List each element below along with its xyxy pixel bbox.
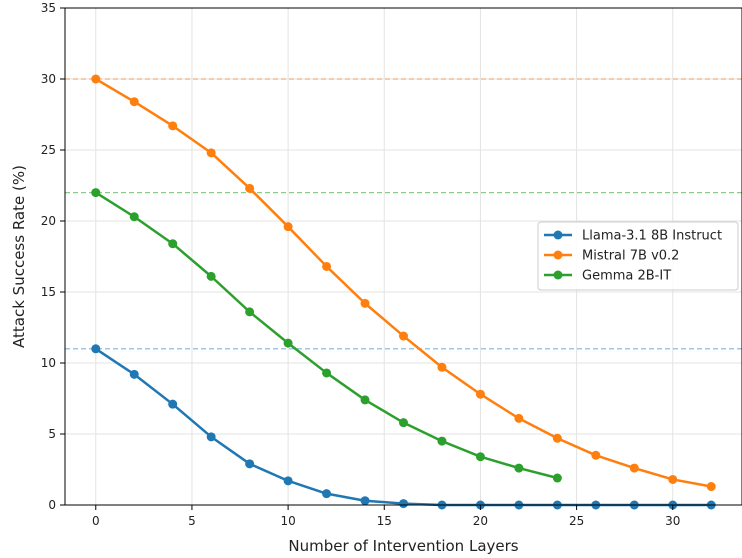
legend-item: Llama-3.1 8B Instruct xyxy=(544,229,722,244)
baseline-lines xyxy=(65,78,742,350)
data-point xyxy=(206,271,216,281)
data-point xyxy=(283,338,293,348)
data-point xyxy=(91,188,101,198)
data-point xyxy=(591,450,601,460)
legend-item: Mistral 7B v0.2 xyxy=(544,249,679,264)
y-tick-label: 25 xyxy=(41,143,56,157)
data-point xyxy=(206,148,216,158)
y-tick-label: 30 xyxy=(41,72,56,86)
legend: Llama-3.1 8B Instruct Mistral 7B v0.2 Gemm… xyxy=(537,221,739,291)
legend-label: Gemma 2B-IT xyxy=(582,269,671,284)
series-line xyxy=(95,191,558,480)
data-point xyxy=(283,222,293,232)
data-point xyxy=(360,395,370,405)
data-point xyxy=(629,463,639,473)
legend-label: Llama-3.1 8B Instruct xyxy=(582,229,722,244)
data-point xyxy=(129,97,139,107)
ticks: 0 5 10 15 20 25 30 0 5 10 15 20 25 30 35 xyxy=(41,1,681,528)
y-axis-label: Attack Success Rate (%) xyxy=(10,165,28,348)
x-tick-label: 20 xyxy=(473,514,488,528)
data-point xyxy=(91,74,101,84)
legend-swatch-marker xyxy=(553,270,563,280)
legend-item: Gemma 2B-IT xyxy=(544,269,671,284)
data-point xyxy=(552,433,562,443)
legend-swatch-marker xyxy=(553,250,563,260)
x-tick-label: 25 xyxy=(569,514,584,528)
x-tick-label: 15 xyxy=(377,514,392,528)
data-point xyxy=(322,489,332,499)
data-point xyxy=(475,452,485,462)
data-point xyxy=(168,121,178,131)
data-point xyxy=(206,432,216,442)
series xyxy=(91,188,562,483)
data-point xyxy=(360,298,370,308)
data-point xyxy=(91,344,101,354)
data-point xyxy=(129,369,139,379)
legend-box xyxy=(537,221,739,291)
data-point xyxy=(437,362,447,372)
data-point xyxy=(129,212,139,222)
data-point xyxy=(514,463,524,473)
data-point xyxy=(475,389,485,399)
series xyxy=(91,74,716,492)
data-point xyxy=(245,183,255,193)
plot-frame xyxy=(64,7,742,506)
x-tick-label: 10 xyxy=(280,514,295,528)
data-point xyxy=(437,436,447,446)
legend-swatch-marker xyxy=(553,230,563,240)
data-point xyxy=(360,496,370,506)
y-tick-label: 20 xyxy=(41,214,56,228)
legend-label: Mistral 7B v0.2 xyxy=(582,249,679,264)
x-tick-label: 5 xyxy=(188,514,196,528)
y-tick-label: 35 xyxy=(41,1,56,15)
data-point xyxy=(399,499,408,509)
data-point xyxy=(322,261,332,271)
y-tick-label: 10 xyxy=(41,356,56,370)
data-point xyxy=(668,474,678,484)
data-point xyxy=(322,368,332,378)
data-point xyxy=(399,331,408,341)
x-tick-label: 30 xyxy=(665,514,680,528)
y-tick-label: 0 xyxy=(48,498,56,512)
data-point xyxy=(245,307,255,317)
data-point xyxy=(552,473,562,483)
data-point xyxy=(168,399,178,409)
y-tick-label: 5 xyxy=(48,427,56,441)
data-point xyxy=(245,459,255,469)
y-tick-label: 15 xyxy=(41,285,56,299)
x-tick-label: 0 xyxy=(92,514,100,528)
data-point xyxy=(514,413,524,423)
data-point xyxy=(399,418,408,428)
data-point xyxy=(168,239,178,249)
series-lines xyxy=(91,74,716,510)
x-axis-label: Number of Intervention Layers xyxy=(288,537,518,555)
data-point xyxy=(706,482,716,492)
data-point xyxy=(283,476,293,486)
